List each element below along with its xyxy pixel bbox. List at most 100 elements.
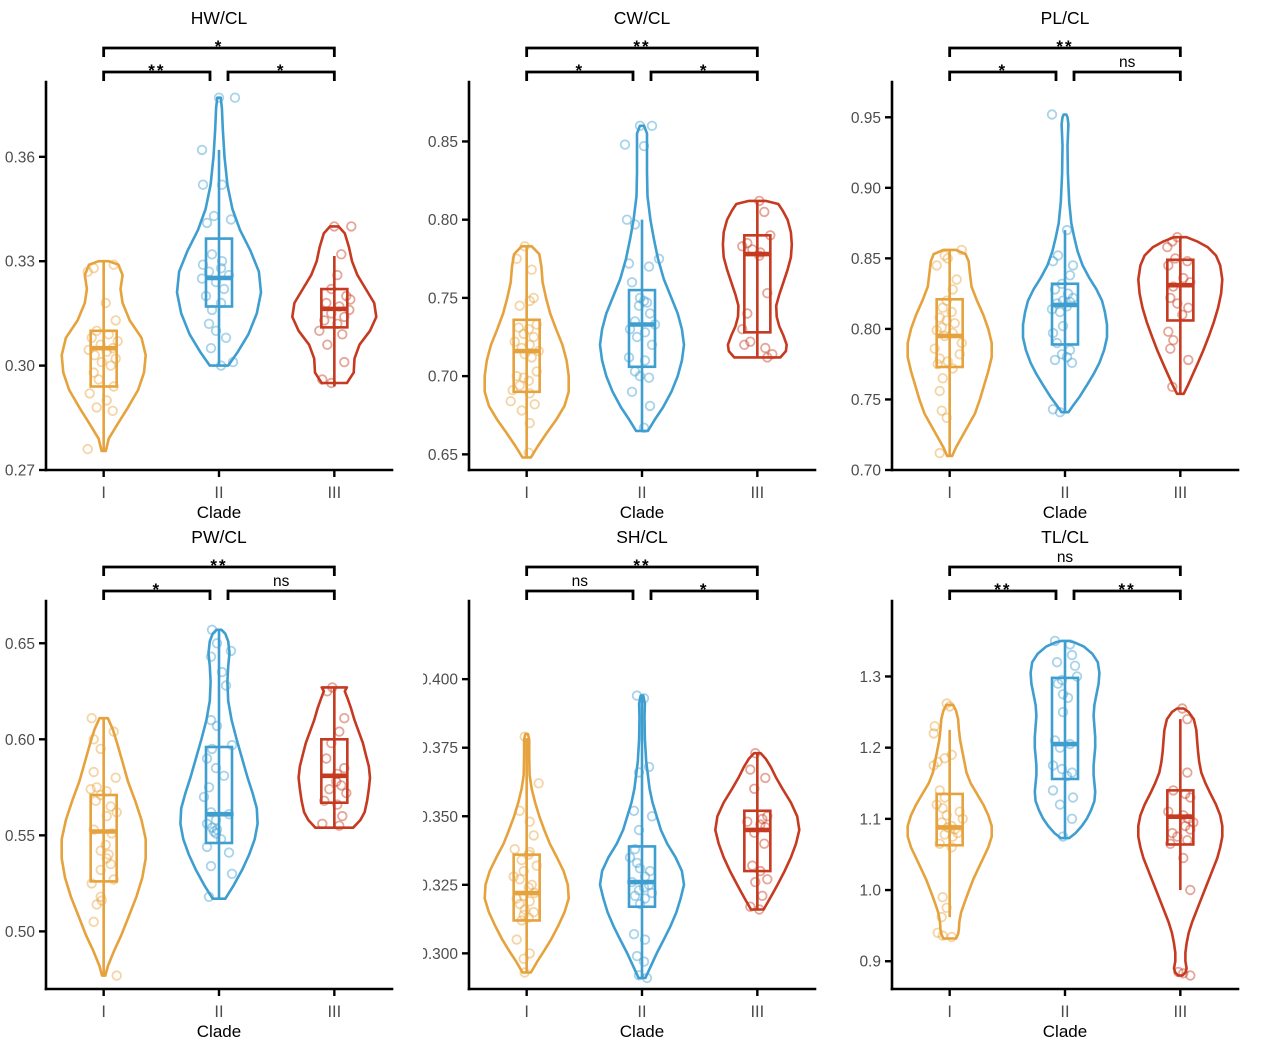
- data-point: [86, 878, 97, 889]
- sig-label: *: [277, 61, 286, 80]
- x-tick-label: II: [214, 484, 223, 502]
- data-point: [528, 907, 539, 918]
- sig-bracket: [948, 565, 1182, 576]
- data-point: [208, 826, 220, 837]
- data-point: [1183, 354, 1194, 366]
- data-point: [345, 294, 356, 305]
- y-tick-label: 0.90: [851, 180, 882, 197]
- data-point: [216, 256, 228, 267]
- data-point: [100, 297, 111, 309]
- x-tick-label: III: [327, 1003, 341, 1021]
- box-rect: [89, 329, 118, 388]
- data-point: [326, 308, 337, 319]
- data-point: [523, 375, 534, 387]
- data-point: [762, 874, 773, 885]
- data-point: [760, 772, 771, 784]
- data-point: [928, 728, 939, 739]
- box-rect: [1050, 282, 1080, 346]
- data-point: [321, 753, 332, 764]
- data-point: [201, 841, 213, 853]
- data-point: [216, 666, 228, 678]
- data-point: [339, 762, 350, 774]
- data-point: [90, 795, 101, 807]
- data-point: [203, 891, 215, 903]
- y-tick-label: 0.80: [851, 321, 882, 338]
- data-point: [947, 831, 958, 842]
- box-rect: [743, 809, 772, 873]
- sig-bracket: [525, 46, 759, 57]
- data-point: [629, 316, 641, 327]
- box-rect: [512, 853, 541, 922]
- data-point: [206, 743, 218, 755]
- data-point: [518, 909, 529, 921]
- data-point: [939, 330, 950, 342]
- data-point: [208, 210, 220, 222]
- data-point: [1071, 671, 1083, 682]
- data-point: [629, 844, 641, 855]
- data-point: [327, 682, 338, 693]
- data-point: [742, 237, 753, 249]
- x-tick-label: I: [947, 484, 952, 502]
- chart-panel: PW/CL ** * ns 0.50 0.55 0.60 0.65 I II III Clade: [0, 519, 423, 1037]
- sig-label: *: [999, 61, 1008, 80]
- data-point: [947, 284, 958, 295]
- data-point: [941, 315, 952, 326]
- violin-outline: [714, 751, 801, 911]
- data-point: [519, 241, 530, 252]
- data-point: [331, 776, 342, 787]
- data-point: [514, 874, 525, 885]
- x-axis-title: Clade: [197, 503, 241, 518]
- data-point: [1049, 284, 1061, 295]
- violin-outline: [297, 686, 372, 829]
- x-axis-title: Clade: [1043, 503, 1087, 518]
- data-point: [1066, 357, 1078, 369]
- data-point: [1188, 817, 1199, 828]
- data-point: [946, 820, 957, 832]
- data-point: [742, 816, 753, 827]
- y-tick-label: 0.300: [423, 946, 458, 963]
- data-point: [215, 360, 227, 371]
- data-point: [643, 879, 655, 891]
- data-point: [1052, 250, 1064, 261]
- data-point: [649, 319, 661, 330]
- data-point: [210, 325, 222, 337]
- data-point: [210, 814, 222, 826]
- data-point: [936, 405, 947, 416]
- data-point: [514, 805, 525, 817]
- data-point: [205, 343, 217, 354]
- data-point: [213, 92, 225, 103]
- data-point: [511, 934, 522, 945]
- data-point: [524, 295, 535, 307]
- data-point: [526, 264, 537, 275]
- data-point: [934, 312, 945, 323]
- data-point: [1173, 966, 1184, 978]
- violin-outline: [483, 245, 570, 459]
- data-point: [1182, 713, 1193, 725]
- sig-bracket: [102, 589, 212, 600]
- data-point: [210, 276, 222, 288]
- data-point: [511, 893, 522, 904]
- data-point: [516, 854, 527, 866]
- panel-title: HW/CL: [191, 8, 248, 28]
- sig-label: ns: [1057, 549, 1074, 566]
- data-point: [108, 874, 119, 885]
- data-point: [1167, 236, 1178, 247]
- data-point: [1046, 109, 1058, 120]
- data-point: [1185, 792, 1196, 803]
- violin-outline: [483, 732, 570, 974]
- sig-bracket: [948, 589, 1058, 600]
- data-point: [1180, 788, 1191, 800]
- data-point: [932, 756, 943, 768]
- sig-bracket: [649, 70, 759, 81]
- data-point: [326, 737, 337, 749]
- data-point: [760, 342, 771, 354]
- data-point: [1056, 674, 1068, 686]
- y-tick-label: 0.400: [423, 672, 458, 689]
- data-point: [937, 930, 948, 941]
- sig-bracket: [1072, 70, 1182, 81]
- data-point: [322, 686, 333, 697]
- data-point: [1167, 381, 1178, 393]
- data-point: [633, 824, 645, 836]
- data-point: [205, 807, 217, 818]
- data-point: [1163, 326, 1174, 337]
